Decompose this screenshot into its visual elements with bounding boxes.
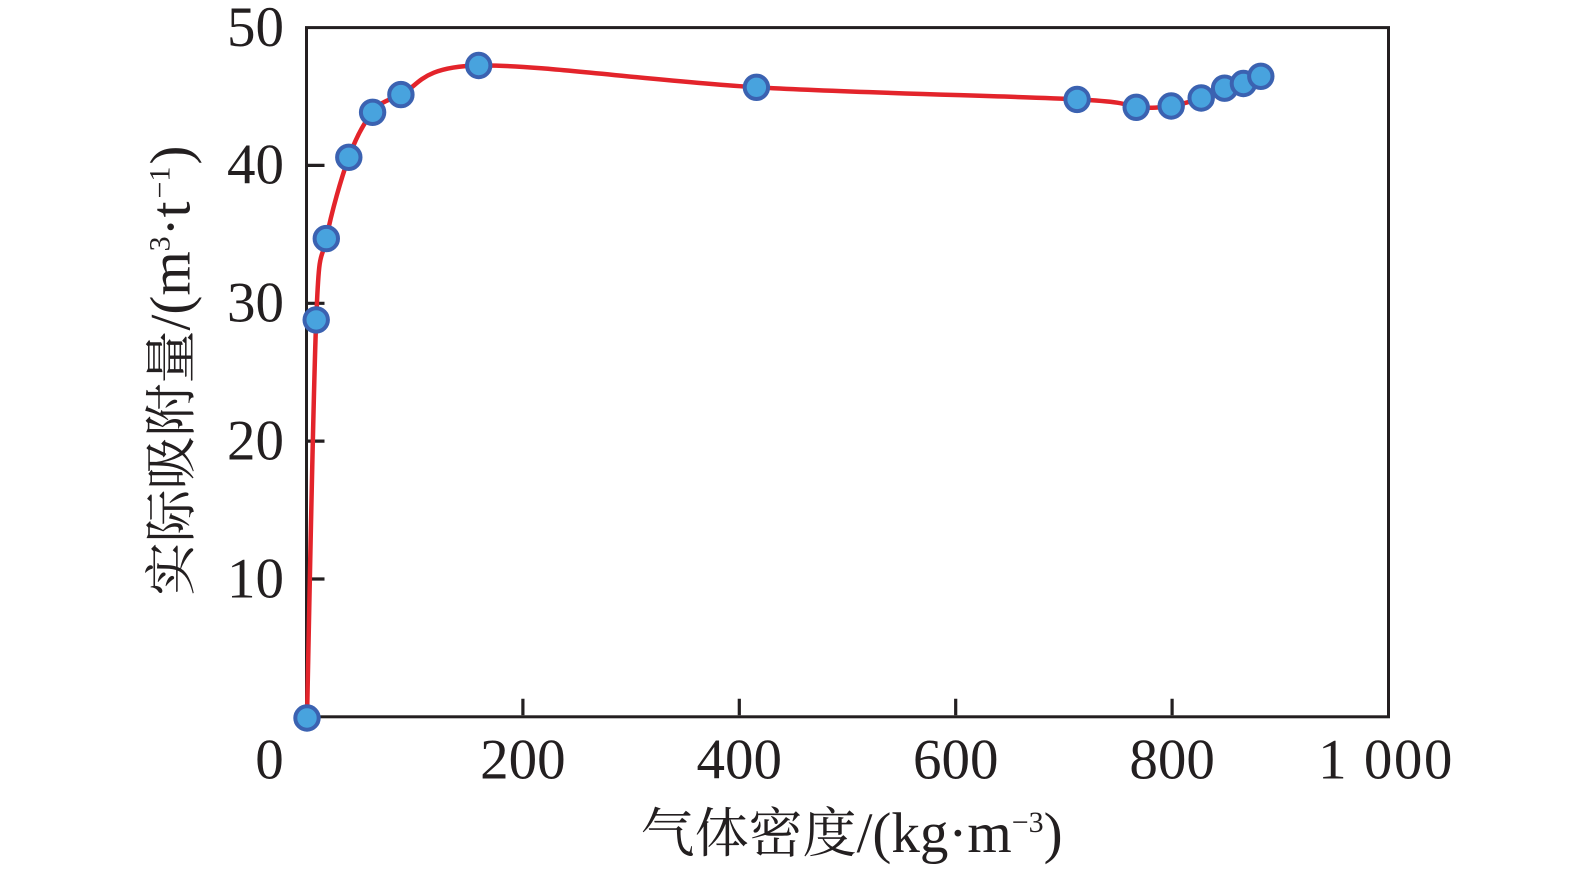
svg-text:50: 50: [227, 0, 284, 59]
svg-text:40: 40: [227, 134, 284, 197]
svg-text:20: 20: [227, 409, 284, 472]
svg-text:1 000: 1 000: [1318, 729, 1454, 792]
svg-text:800: 800: [1129, 729, 1215, 792]
svg-text:600: 600: [913, 729, 999, 792]
svg-text:10: 10: [227, 547, 284, 610]
svg-text:200: 200: [480, 729, 566, 792]
svg-text:0: 0: [255, 729, 284, 792]
svg-text:30: 30: [227, 272, 284, 335]
svg-text:400: 400: [697, 729, 783, 792]
